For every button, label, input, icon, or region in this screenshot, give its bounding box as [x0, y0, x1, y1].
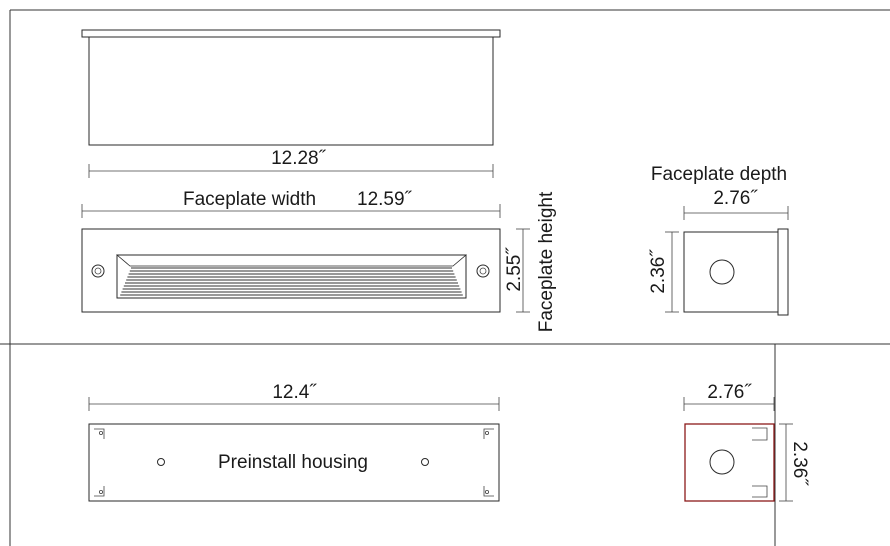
faceplate-height-label: Faceplate height: [536, 191, 557, 332]
side-housing: [683, 231, 779, 313]
top-housing-body: [88, 36, 494, 146]
top-view: 12.28˝: [81, 29, 501, 178]
housing-left-hole-icon: [157, 458, 165, 466]
housing-side-depth-dimension: [683, 397, 775, 411]
faceplate-depth-value: 2.76˝: [713, 188, 758, 209]
side-height-dimension: [665, 231, 679, 313]
housing-side-conduit-hole-icon: [709, 449, 735, 475]
housing-side-height-value: 2.36˝: [789, 441, 810, 486]
side-height-value: 2.36˝: [648, 249, 669, 294]
top-length-dimension: [88, 164, 494, 178]
louver-lines: [120, 267, 463, 296]
faceplate-height-dimension: [516, 228, 530, 313]
frame: [0, 9, 890, 546]
faceplate-height-value: 2.55˝: [504, 247, 525, 292]
corner-bracket-top-right-icon: [483, 428, 494, 439]
housing-side-view: 2.76˝ 2.36˝: [683, 382, 810, 502]
corner-bracket-top-left-icon: [94, 428, 105, 439]
side-view: Faceplate depth 2.76˝ 2.36˝: [648, 164, 789, 316]
corner-bracket-bottom-right-icon: [483, 486, 494, 497]
left-screw-icon: [91, 264, 105, 278]
housing-name: Preinstall housing: [218, 452, 368, 473]
housing-side-height-dimension: [779, 423, 793, 502]
housing-length-label: 12.4˝: [272, 382, 317, 403]
front-view: Faceplate width 12.59˝ 2.55˝ Faceplate h…: [81, 189, 557, 332]
top-length-label: 12.28˝: [271, 148, 327, 169]
housing-right-hole-icon: [421, 458, 429, 466]
housing-side-brackets: [752, 427, 768, 498]
housing-side-box: [684, 423, 775, 502]
faceplate-width-dimension: [81, 204, 501, 218]
top-faceplate-lip: [81, 29, 501, 38]
housing-view: 12.4˝ Preinstall housing: [88, 382, 500, 502]
faceplate-width-label: Faceplate width: [183, 189, 316, 210]
housing-length-dimension: [88, 397, 500, 411]
side-depth-dimension: [683, 206, 789, 220]
faceplate-width-value: 12.59˝: [357, 189, 413, 210]
side-faceplate: [777, 228, 789, 316]
corner-bracket-bottom-left-icon: [94, 486, 105, 497]
louver-grille: [115, 254, 468, 299]
side-conduit-hole-icon: [709, 259, 735, 285]
right-screw-icon: [476, 264, 490, 278]
housing-side-depth-value: 2.76˝: [707, 382, 752, 403]
faceplate-depth-label: Faceplate depth: [651, 164, 787, 185]
